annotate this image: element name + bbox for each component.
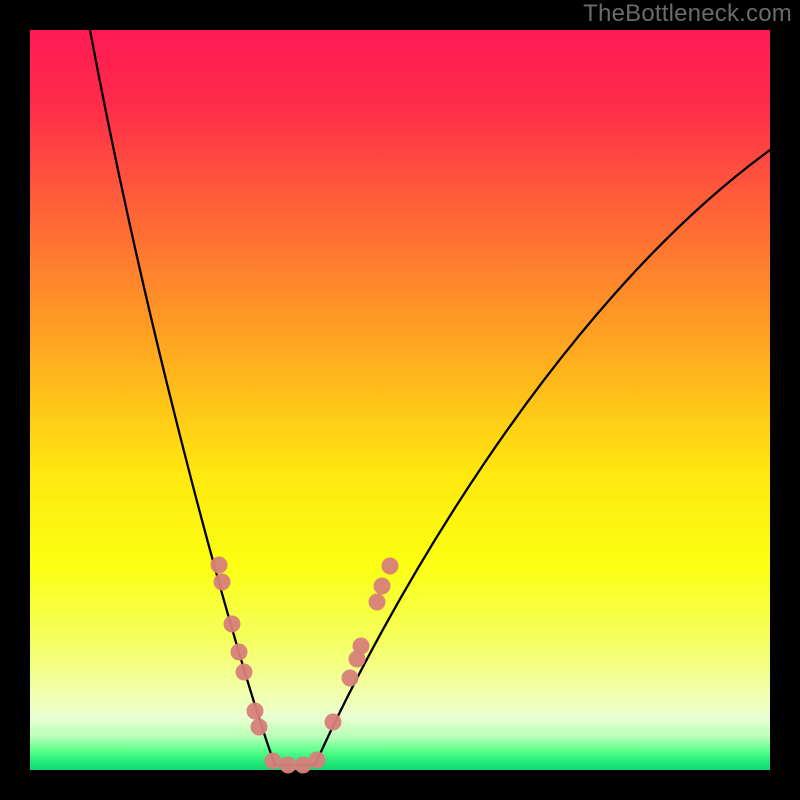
marker-point: [231, 644, 248, 661]
marker-point: [369, 594, 386, 611]
marker-point: [353, 638, 370, 655]
marker-point: [236, 664, 253, 681]
plot-area: [30, 30, 770, 774]
watermark-text: TheBottleneck.com: [583, 0, 792, 28]
chart-container: TheBottleneck.com: [0, 0, 800, 800]
marker-point: [280, 757, 297, 774]
chart-svg: [0, 0, 800, 800]
marker-point: [325, 714, 342, 731]
marker-point: [374, 578, 391, 595]
marker-point: [251, 719, 268, 736]
plot-background: [30, 30, 770, 770]
marker-point: [214, 574, 231, 591]
marker-point: [309, 752, 326, 769]
marker-point: [224, 616, 241, 633]
marker-point: [211, 557, 228, 574]
marker-point: [265, 753, 282, 770]
marker-point: [342, 670, 359, 687]
marker-point: [382, 558, 399, 575]
marker-point: [247, 703, 264, 720]
